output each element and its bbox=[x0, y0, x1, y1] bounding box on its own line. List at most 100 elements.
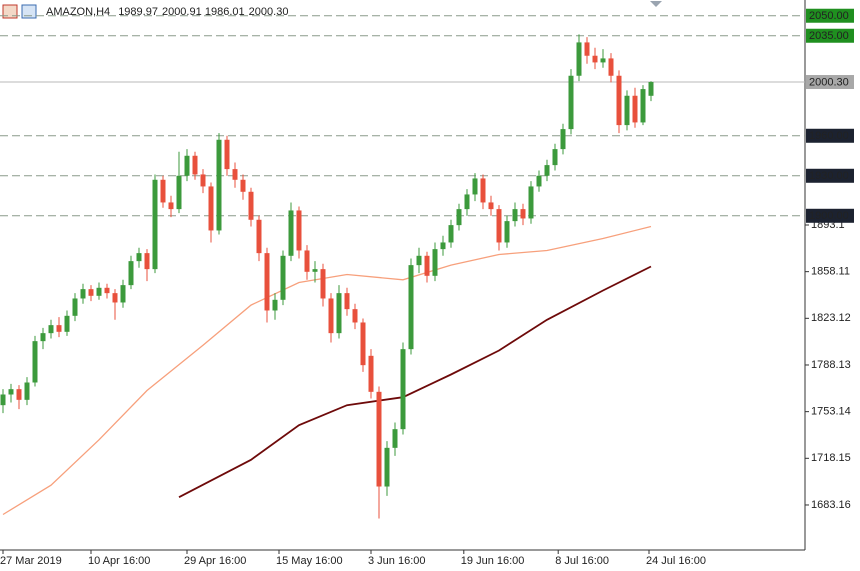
y-tick-label: 1858.11 bbox=[811, 266, 850, 278]
price-level-box bbox=[806, 128, 854, 143]
candle-body bbox=[616, 75, 622, 126]
icon bbox=[2, 4, 18, 19]
price-level-box bbox=[806, 75, 854, 90]
candle-body bbox=[392, 429, 398, 448]
candle-body bbox=[168, 202, 174, 210]
candle-body bbox=[48, 325, 54, 334]
y-tick-label: 1718.15 bbox=[811, 452, 851, 464]
candle-body bbox=[480, 178, 486, 203]
candle-body bbox=[632, 95, 638, 123]
price-level-box bbox=[806, 28, 854, 43]
ohlc: 2000.91 bbox=[162, 6, 202, 18]
price-level-box bbox=[806, 8, 854, 23]
candle-body bbox=[32, 341, 38, 383]
candle-body bbox=[328, 298, 334, 334]
candle-body bbox=[440, 242, 446, 250]
symbol-header: AMAZON,H4 1989.97 2000.91 1986.01 2000.30 bbox=[46, 6, 288, 18]
candle-body bbox=[224, 139, 230, 170]
candle-body bbox=[416, 255, 422, 266]
candle-body bbox=[640, 89, 646, 123]
y-tick-label: 1823.12 bbox=[811, 312, 851, 324]
candle-body bbox=[576, 42, 582, 76]
candle-body bbox=[256, 219, 262, 254]
price-level-label: 1930.00 bbox=[809, 170, 849, 182]
ohlc: 1989.97 bbox=[118, 6, 158, 18]
price-level-label: 2035.00 bbox=[809, 30, 849, 42]
icon bbox=[21, 4, 37, 19]
price-level-label: 1960.00 bbox=[809, 130, 849, 142]
price-level-label: 1900.00 bbox=[809, 210, 849, 222]
candle-body bbox=[0, 394, 6, 406]
candle-body bbox=[376, 391, 382, 487]
candle-body bbox=[464, 194, 470, 210]
candle-body bbox=[240, 179, 246, 192]
candle-body bbox=[16, 389, 22, 400]
candle-body bbox=[128, 261, 134, 286]
y-tick-label: 1788.13 bbox=[811, 359, 851, 371]
x-tick-label: 15 May 16:00 bbox=[276, 555, 343, 567]
candle-body bbox=[472, 178, 478, 195]
x-tick-label: 10 Apr 16:00 bbox=[88, 555, 150, 567]
candle-body bbox=[56, 325, 62, 332]
candle-body bbox=[200, 174, 206, 187]
candle-body bbox=[112, 293, 118, 303]
candle-body bbox=[368, 355, 374, 392]
candle-body bbox=[24, 382, 30, 400]
candle-body bbox=[232, 169, 238, 180]
candle-body bbox=[136, 253, 142, 262]
moving-average bbox=[178, 265, 652, 498]
candle-body bbox=[520, 209, 526, 219]
toolbar-icons bbox=[2, 4, 37, 19]
candle-body bbox=[592, 55, 598, 63]
candle-body bbox=[624, 95, 630, 126]
candle-body bbox=[272, 299, 278, 311]
price-level-label: 2000.30 bbox=[809, 76, 849, 88]
candle-body bbox=[248, 191, 254, 220]
candle-body bbox=[120, 285, 126, 303]
candle-body bbox=[64, 315, 70, 332]
candle-body bbox=[312, 269, 318, 272]
x-tick-label: 3 Jun 16:00 bbox=[368, 555, 426, 567]
candle-body bbox=[352, 309, 358, 323]
symbol: AMAZON,H4 bbox=[46, 6, 110, 18]
candle-body bbox=[192, 155, 198, 175]
candle-body bbox=[208, 186, 214, 231]
shift-marker bbox=[650, 1, 662, 7]
x-tick-label: 29 Apr 16:00 bbox=[184, 555, 246, 567]
candle-body bbox=[88, 289, 94, 296]
price-level-box bbox=[806, 208, 854, 223]
candle-body bbox=[296, 210, 302, 251]
x-tick-label: 8 Jul 16:00 bbox=[555, 555, 609, 567]
candle-body bbox=[384, 447, 390, 487]
candle-body bbox=[528, 186, 534, 219]
candle-body bbox=[288, 210, 294, 256]
candle-body bbox=[320, 269, 326, 299]
candle-body bbox=[72, 298, 78, 316]
candle-body bbox=[160, 179, 166, 203]
x-tick-label: 24 Jul 16:00 bbox=[646, 555, 706, 567]
candle-body bbox=[408, 265, 414, 350]
price-level-box bbox=[806, 168, 854, 183]
candle-body bbox=[8, 389, 14, 395]
candle-body bbox=[424, 255, 430, 276]
candle-body bbox=[568, 75, 574, 130]
candle-body bbox=[456, 209, 462, 226]
candle-body bbox=[512, 209, 518, 222]
candle-body bbox=[448, 225, 454, 243]
candle-body bbox=[488, 202, 494, 210]
candle-body bbox=[648, 82, 654, 96]
x-tick-label: 27 Mar 2019 bbox=[0, 555, 62, 567]
candle-body bbox=[584, 42, 590, 56]
candle-body bbox=[304, 250, 310, 272]
ohlc: 2000.30 bbox=[249, 6, 289, 18]
candle-body bbox=[152, 179, 158, 270]
y-tick-label: 1753.14 bbox=[811, 406, 851, 418]
y-tick-label: 1683.16 bbox=[811, 499, 851, 511]
candle-body bbox=[96, 287, 102, 296]
candle-body bbox=[104, 287, 110, 294]
candle-body bbox=[144, 253, 150, 270]
candle-body bbox=[40, 333, 46, 342]
ohlc: 1986.01 bbox=[205, 6, 245, 18]
candle-body bbox=[544, 165, 550, 176]
